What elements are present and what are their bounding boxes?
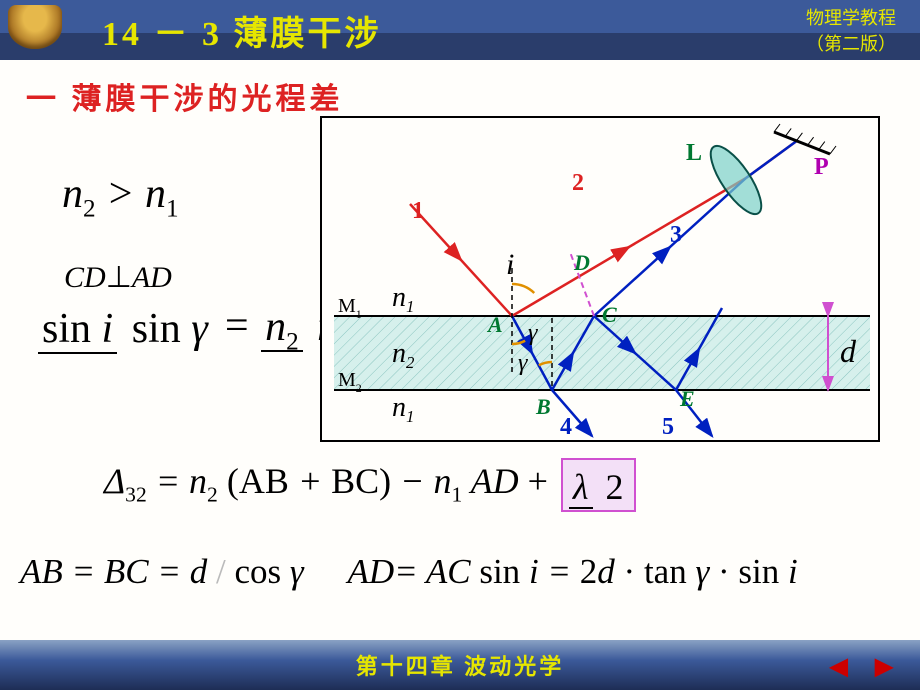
svg-text:d: d [840,333,857,369]
l2-ab: AB [20,552,63,591]
two: 2 [602,467,628,507]
delta-sub: 32 [125,482,147,506]
svg-text:1: 1 [412,198,424,224]
l2-d2: d [597,552,615,591]
l2-e1: = [63,552,104,591]
lambda-half-box: λ 2 [563,460,634,510]
eq-snell: sin i sin γ = n2 n1 [38,302,355,356]
i-top: i [102,306,114,352]
l2-tan: tan [644,552,687,591]
l2-e2: = [149,552,190,591]
svg-text:P: P [814,154,829,180]
d-p2: BC) [331,461,391,501]
dn1: n [433,461,451,501]
svg-text:A: A [486,312,503,337]
svg-text:n1: n1 [392,282,414,316]
l2-sin2: sin [738,552,779,591]
g-bot: γ [191,306,208,352]
l2-g2: γ [695,552,709,591]
svg-text:5: 5 [662,414,674,440]
n2-sym: n [62,171,83,217]
perp-cd: CD [64,261,106,294]
dn1s: 1 [451,482,462,506]
l2-dot2: · [709,552,738,591]
eq-perp: CD⊥AD [64,260,172,295]
dn2s: 2 [207,482,218,506]
chapter-title: 14 － 3 薄膜干涉 [102,6,382,55]
l2-sin: sin [479,552,520,591]
n1-sym: n [145,171,166,217]
gt-op: > [106,171,145,217]
svg-text:B: B [535,394,551,419]
l2-e3: = [394,552,426,591]
perp-symbol: ⊥ [106,261,132,294]
n-top: n [265,304,286,350]
l2-sp [312,552,338,591]
l2-e4: = [547,552,579,591]
svg-text:C: C [602,302,617,327]
d-ad: AD [471,461,519,501]
delta-sym: Δ [104,461,125,501]
l2-g: γ [290,552,304,591]
thin-film-diagram: n1n2n1M1M2diγγABCDELP12345 [320,116,880,442]
sin-top: sin [42,306,91,352]
d-p1: (AB [227,461,289,501]
svg-text:D: D [573,250,590,275]
dn2: n [189,461,207,501]
book-title-line2: （第二版） [806,30,896,56]
footer-bar: 第十四章 波动光学 ◄ ► [0,640,920,690]
snell-eq: = [222,303,261,349]
svg-text:2: 2 [572,170,584,196]
footer-chapter: 第十四章 波动光学 [356,649,565,681]
d-plus: + [289,461,331,501]
l2-dot: · [615,552,644,591]
l2-bc: BC [104,552,149,591]
next-arrow-icon[interactable]: ► [868,648,900,685]
svg-text:E: E [679,386,695,411]
snell-left-frac: sin i sin γ [38,305,212,353]
l2-cos: cos [234,552,281,591]
l2-ac: AC [426,552,471,591]
l2-i: i [520,552,538,591]
svg-text:3: 3 [670,222,682,248]
svg-text:i: i [506,248,514,281]
section-title: 一 薄膜干涉的光程差 [26,74,344,118]
svg-text:n1: n1 [392,392,414,426]
eq-n-inequality: n2 > n1 [62,170,179,223]
l2-i2: i [779,552,797,591]
n1-sub: 1 [166,195,179,222]
prev-arrow-icon[interactable]: ◄ [823,648,855,685]
svg-text:4: 4 [560,414,572,440]
svg-text:γ: γ [528,320,538,346]
l2-ad: AD [347,552,394,591]
sin-bot: sin [132,306,181,352]
nav-arrows: ◄ ► [823,648,900,685]
d-minus: − [400,461,433,501]
book-title: 物理学教程 （第二版） [806,4,896,56]
svg-text:γ: γ [518,350,528,376]
l2-sl: / [216,552,226,591]
l2-2: 2 [580,552,598,591]
n2-sub: 2 [83,195,96,222]
header-bar: 14 － 3 薄膜干涉 物理学教程 （第二版） [0,0,920,60]
diagram-svg: n1n2n1M1M2diγγABCDELP12345 [322,118,882,444]
svg-text:L: L [686,140,702,166]
perp-ad: AD [132,261,172,294]
n2-top: 2 [286,328,299,355]
lam: λ [569,467,593,509]
eq-geom-line: AB = BC = d / cos γ AD= AC sin i = 2d · … [20,552,798,592]
book-title-line1: 物理学教程 [806,4,896,30]
logo-icon [8,5,62,49]
l2-d: d [190,552,216,591]
delta-eq: = [156,461,189,501]
eq-delta: Δ32 = n2 (AB + BC) − n1 AD + λ 2 [104,460,634,510]
d-plus2: + [528,461,557,501]
